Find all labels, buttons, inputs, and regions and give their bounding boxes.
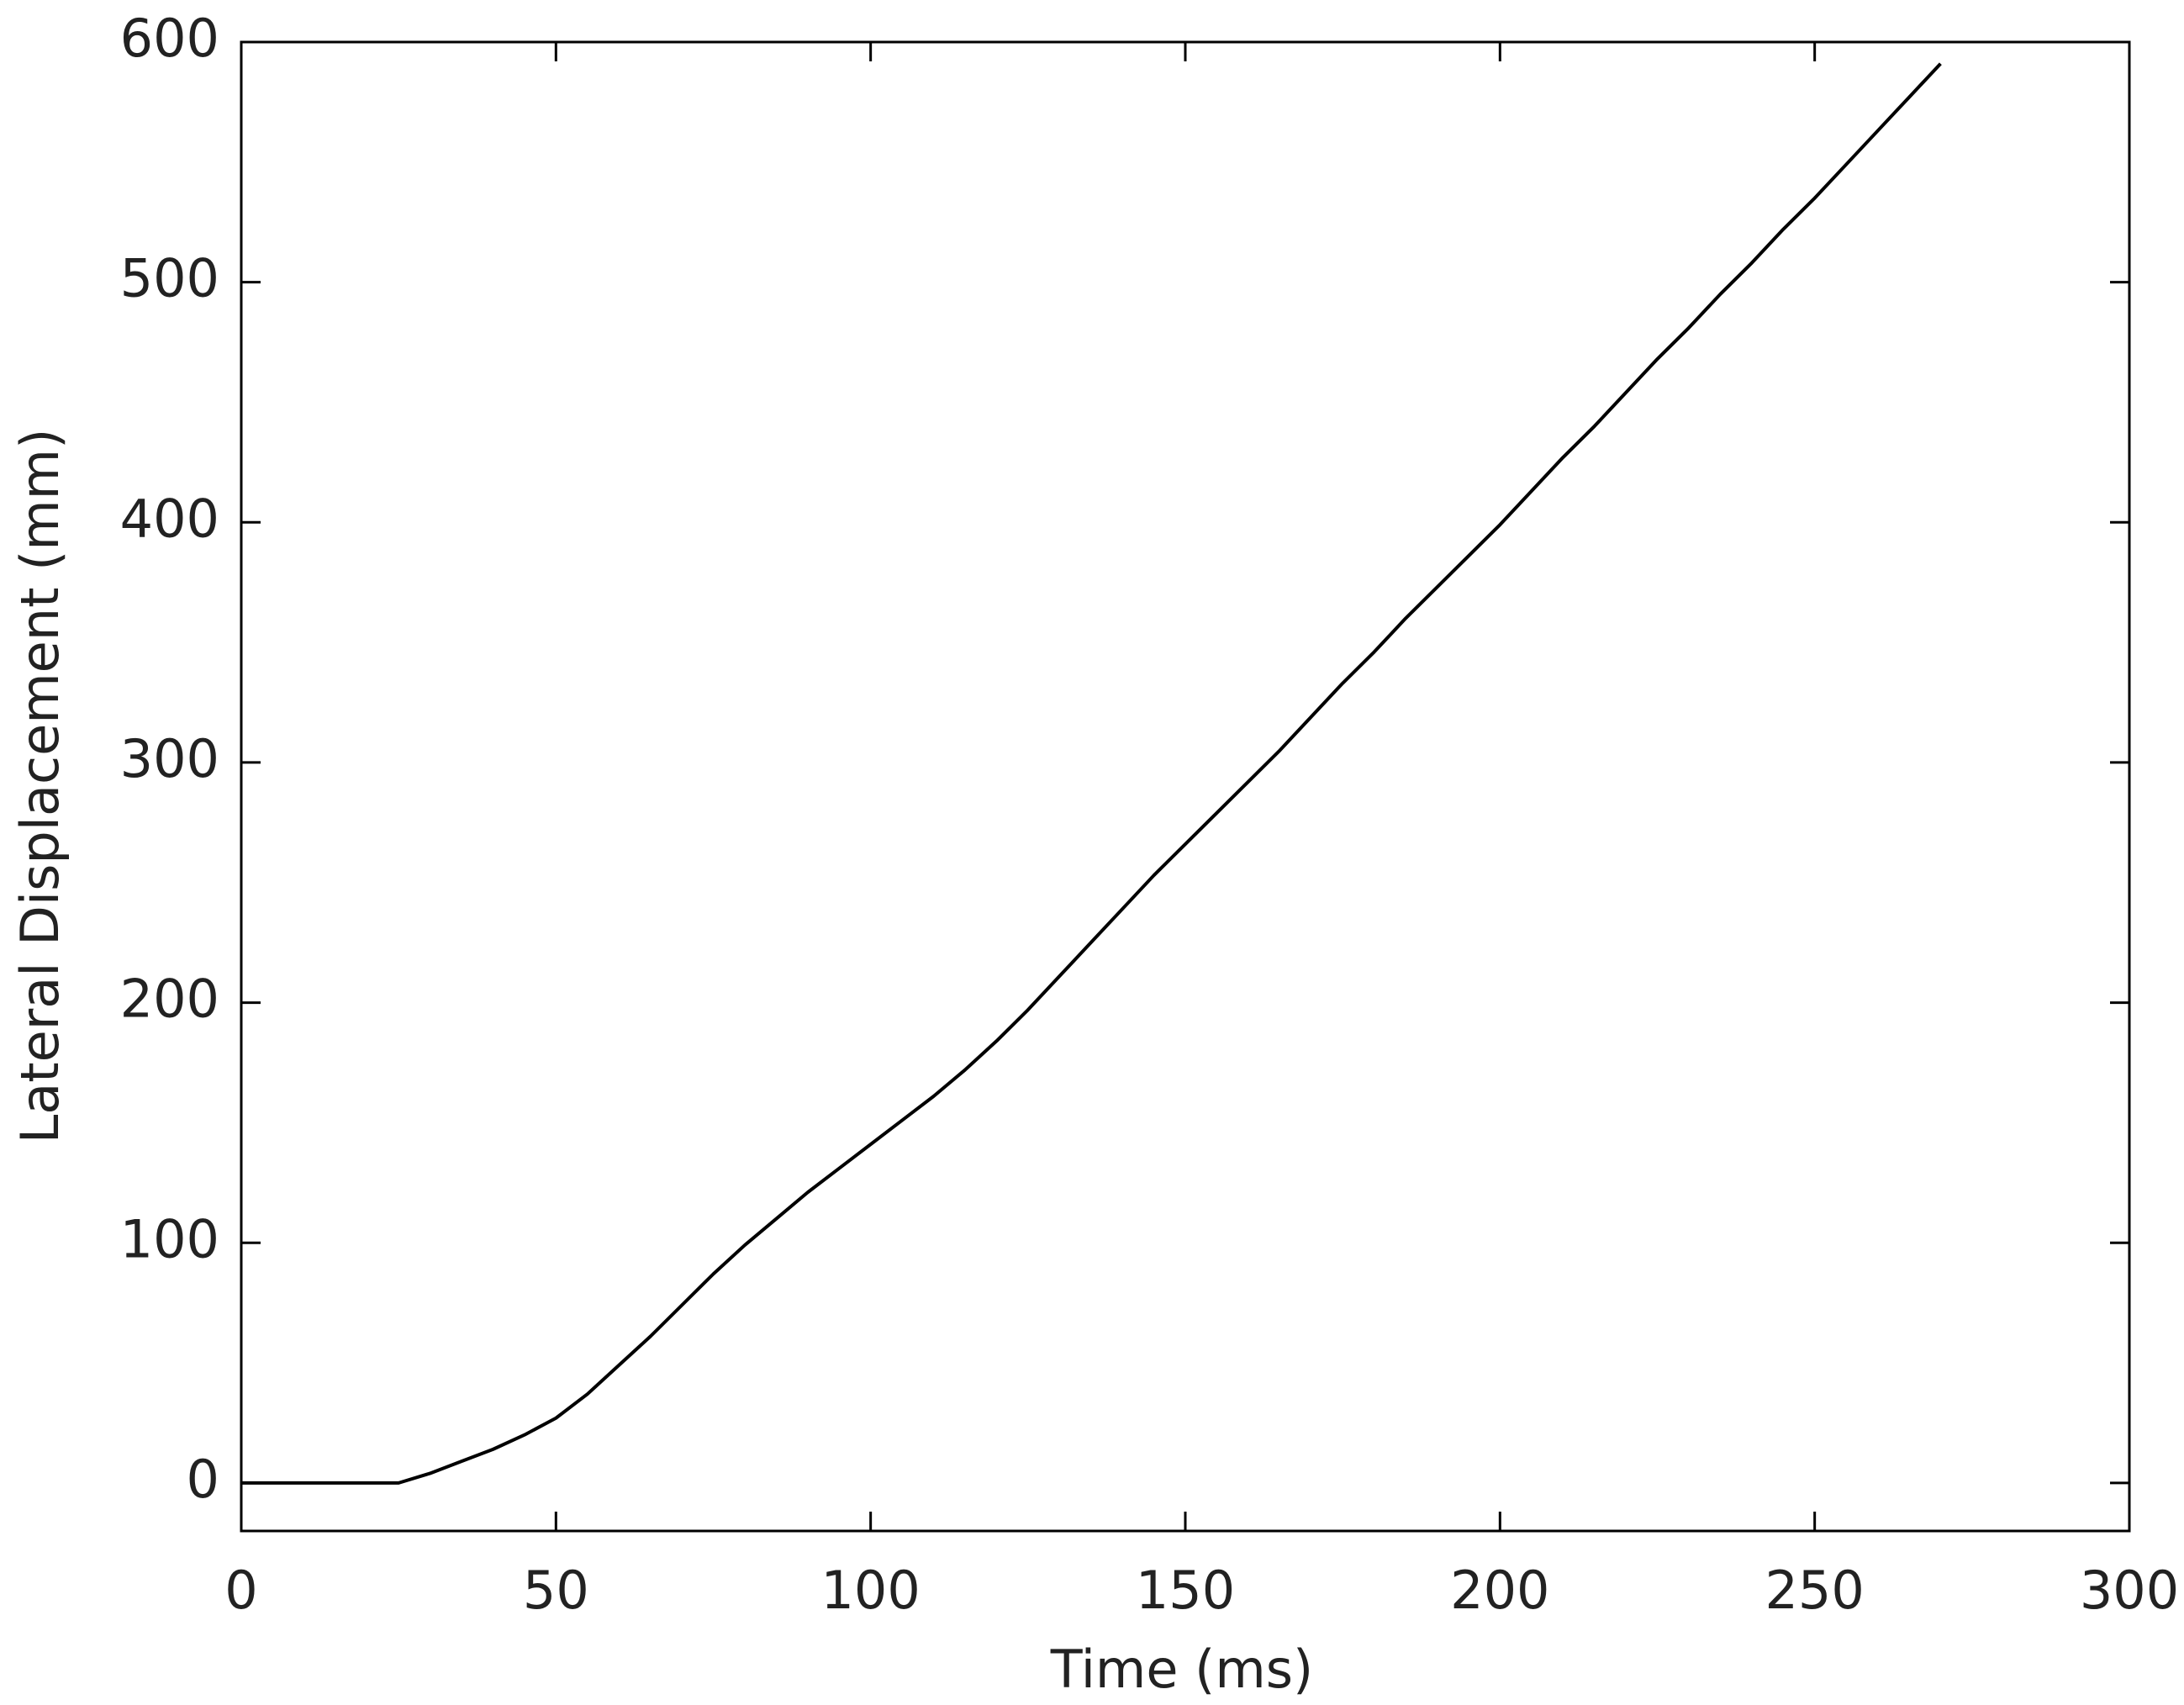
x-tick-label: 50 (523, 1560, 589, 1621)
y-axis-label: Lateral Displacement (mm) (9, 429, 71, 1144)
x-tick-label: 200 (1450, 1560, 1549, 1621)
data-line (241, 62, 1942, 1485)
y-tick-label: 400 (120, 488, 219, 549)
x-tick-label: 100 (820, 1560, 920, 1621)
y-tick-label: 0 (187, 1449, 219, 1510)
y-tick-label: 200 (120, 969, 219, 1030)
plot-frame (240, 40, 2131, 1533)
y-tick-label: 600 (120, 8, 219, 69)
y-tick-label: 300 (120, 728, 219, 789)
x-axis-label: Time (ms) (1050, 1639, 1314, 1700)
x-tick-label: 0 (224, 1560, 257, 1621)
x-tick-label: 250 (1765, 1560, 1864, 1621)
x-tick-label: 150 (1136, 1560, 1235, 1621)
y-tick-label: 100 (120, 1208, 219, 1270)
y-tick-label: 500 (120, 248, 219, 309)
x-tick-label: 300 (2080, 1560, 2179, 1621)
